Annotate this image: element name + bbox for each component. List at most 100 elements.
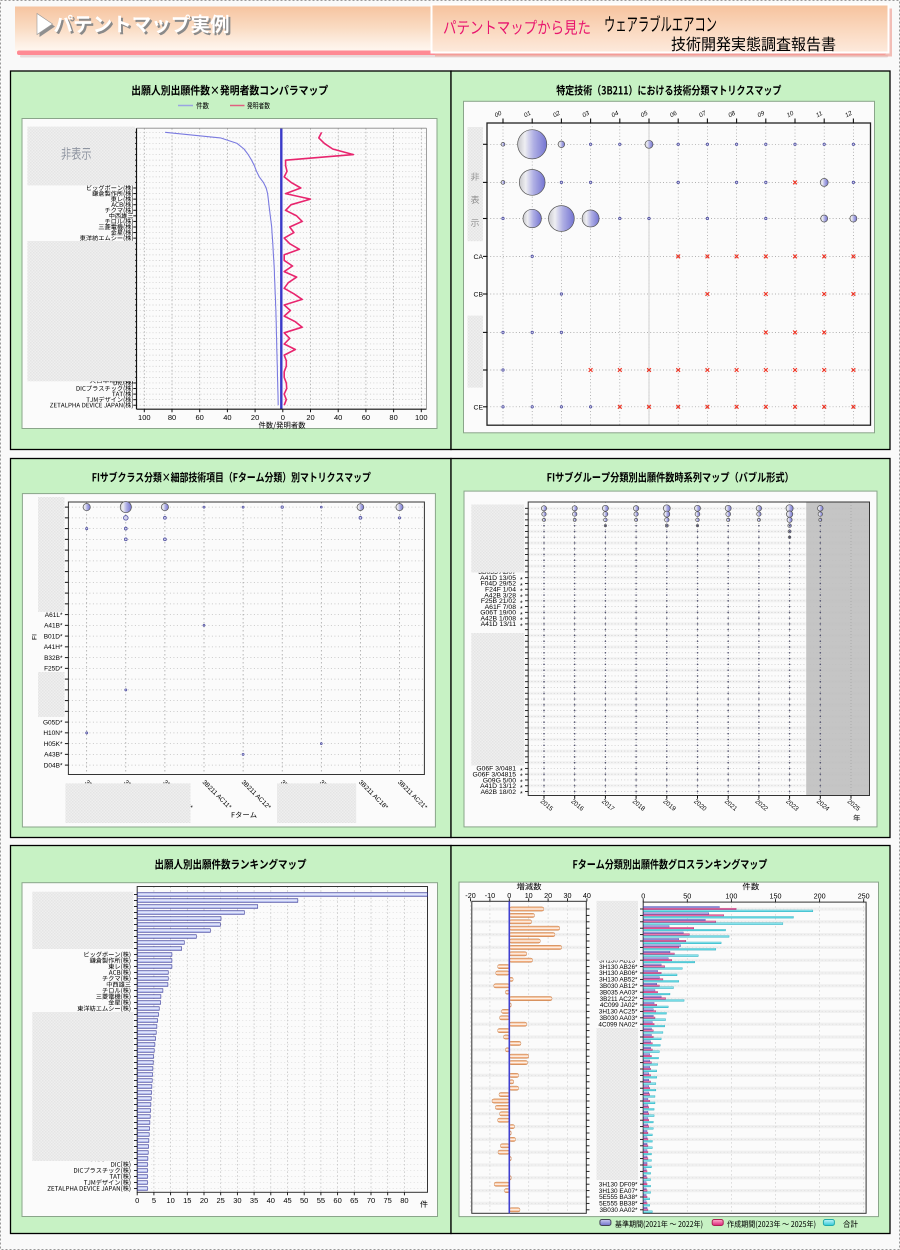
svg-text:00: 00 bbox=[494, 110, 504, 120]
svg-text:55: 55 bbox=[317, 1196, 325, 1205]
svg-text:3B211 AC22*: 3B211 AC22* bbox=[600, 996, 638, 1003]
svg-text:5E555 BA38*: 5E555 BA38* bbox=[599, 1194, 638, 1201]
svg-text:G06F 3/04815: G06F 3/04815 bbox=[473, 772, 517, 779]
svg-text:10: 10 bbox=[786, 110, 796, 120]
svg-text:*: * bbox=[520, 606, 523, 613]
svg-text:F25B 21/02: F25B 21/02 bbox=[481, 598, 516, 605]
svg-text:40: 40 bbox=[267, 1196, 275, 1205]
svg-text:G06T 19/00: G06T 19/00 bbox=[480, 610, 516, 617]
svg-text:0: 0 bbox=[135, 1196, 139, 1205]
svg-text:03: 03 bbox=[581, 110, 591, 120]
svg-text:-20: -20 bbox=[465, 891, 475, 900]
svg-text:100: 100 bbox=[138, 413, 151, 422]
svg-text:*: * bbox=[520, 774, 523, 781]
svg-text:30: 30 bbox=[233, 1196, 241, 1205]
svg-text:A41B*: A41B* bbox=[44, 623, 63, 630]
svg-text:*: * bbox=[520, 600, 523, 607]
svg-text:G05D*: G05D* bbox=[43, 719, 63, 726]
svg-text:60: 60 bbox=[333, 1196, 341, 1205]
svg-text:80: 80 bbox=[400, 1196, 408, 1205]
svg-text:0: 0 bbox=[641, 892, 645, 901]
svg-text:70: 70 bbox=[367, 1196, 375, 1205]
svg-text:B32B*: B32B* bbox=[44, 655, 63, 662]
svg-text:A41H*: A41H* bbox=[44, 644, 63, 651]
svg-text:50: 50 bbox=[300, 1196, 308, 1205]
svg-text:09: 09 bbox=[756, 110, 766, 120]
svg-text:0: 0 bbox=[507, 891, 511, 900]
svg-text:02: 02 bbox=[552, 110, 562, 120]
svg-text:3H130 DF09*: 3H130 DF09* bbox=[599, 1181, 638, 1188]
svg-text:200: 200 bbox=[814, 892, 826, 901]
svg-text:3B030 AA02*: 3B030 AA02* bbox=[599, 1207, 638, 1214]
svg-text:A41D 13/12: A41D 13/12 bbox=[480, 783, 516, 790]
svg-text:-10: -10 bbox=[485, 891, 495, 900]
svg-text:3B030 AB12*: 3B030 AB12* bbox=[599, 983, 638, 990]
svg-text:4C099 JA02*: 4C099 JA02* bbox=[600, 1002, 638, 1009]
svg-text:*: * bbox=[520, 623, 523, 630]
svg-text:G06F 3/0481: G06F 3/0481 bbox=[476, 766, 516, 773]
svg-text:FI: FI bbox=[32, 634, 39, 640]
svg-text:150: 150 bbox=[770, 892, 782, 901]
svg-text:01: 01 bbox=[523, 110, 532, 119]
svg-text:*: * bbox=[520, 583, 523, 590]
svg-text:60: 60 bbox=[196, 413, 204, 422]
svg-text:06: 06 bbox=[669, 110, 679, 120]
svg-text:10: 10 bbox=[525, 891, 533, 900]
svg-text:A42B 3/28: A42B 3/28 bbox=[484, 592, 516, 599]
svg-text:D04B*: D04B* bbox=[44, 762, 63, 769]
svg-text:35: 35 bbox=[250, 1196, 258, 1205]
svg-text:*: * bbox=[520, 612, 523, 619]
svg-text:80: 80 bbox=[389, 413, 397, 422]
svg-text:A62B 18/02: A62B 18/02 bbox=[480, 789, 516, 796]
svg-text:4C099 NA02*: 4C099 NA02* bbox=[598, 1021, 638, 1028]
svg-text:20: 20 bbox=[200, 1196, 208, 1205]
svg-text:80: 80 bbox=[168, 413, 176, 422]
svg-text:0: 0 bbox=[281, 413, 285, 422]
svg-text:08: 08 bbox=[727, 110, 737, 120]
svg-text:40: 40 bbox=[583, 891, 591, 900]
svg-text:100: 100 bbox=[725, 892, 737, 901]
svg-text:*: * bbox=[520, 589, 523, 596]
svg-text:04: 04 bbox=[610, 110, 620, 120]
svg-text:*: * bbox=[520, 768, 523, 775]
svg-text:A61L*: A61L* bbox=[45, 612, 63, 619]
svg-text:3H130 AB06*: 3H130 AB06* bbox=[599, 970, 638, 977]
svg-text:30: 30 bbox=[564, 891, 572, 900]
svg-text:H10N*: H10N* bbox=[43, 730, 63, 737]
svg-text:40: 40 bbox=[223, 413, 231, 422]
svg-text:*: * bbox=[520, 618, 523, 625]
svg-text:*: * bbox=[520, 595, 523, 602]
svg-text:A41D 13/05: A41D 13/05 bbox=[480, 575, 516, 582]
svg-text:H05K*: H05K* bbox=[44, 741, 63, 748]
svg-text:3B030 AA03*: 3B030 AA03* bbox=[599, 1015, 638, 1022]
svg-text:75: 75 bbox=[384, 1196, 392, 1205]
svg-text:20: 20 bbox=[544, 891, 552, 900]
svg-text:F24F 1/04: F24F 1/04 bbox=[485, 587, 516, 594]
svg-text:20: 20 bbox=[251, 413, 259, 422]
svg-text:100: 100 bbox=[415, 413, 428, 422]
svg-text:3B035 AA03*: 3B035 AA03* bbox=[599, 989, 638, 996]
svg-text:B01D*: B01D* bbox=[44, 633, 63, 640]
svg-text:25: 25 bbox=[217, 1196, 225, 1205]
svg-text:12: 12 bbox=[844, 110, 854, 120]
svg-text:20: 20 bbox=[306, 413, 314, 422]
svg-text:05: 05 bbox=[640, 110, 650, 120]
svg-text:CB: CB bbox=[474, 292, 484, 299]
svg-text:A41D 13/11: A41D 13/11 bbox=[481, 621, 517, 628]
svg-text:F25D*: F25D* bbox=[44, 666, 63, 673]
svg-text:CE: CE bbox=[474, 404, 484, 411]
svg-text:3H130 AB26*: 3H130 AB26* bbox=[599, 964, 638, 971]
svg-text:45: 45 bbox=[283, 1196, 291, 1205]
svg-text:50: 50 bbox=[683, 892, 691, 901]
svg-text:*: * bbox=[520, 780, 523, 787]
svg-text:*: * bbox=[520, 791, 523, 798]
svg-text:*: * bbox=[520, 577, 523, 584]
svg-text:F04D 29/52: F04D 29/52 bbox=[480, 581, 516, 588]
svg-text:07: 07 bbox=[698, 110, 708, 120]
svg-text:3H130 AB13*: 3H130 AB13* bbox=[599, 957, 638, 964]
svg-text:40: 40 bbox=[334, 413, 342, 422]
svg-text:A42B 1/008: A42B 1/008 bbox=[480, 615, 516, 622]
svg-text:G09G 5/00: G09G 5/00 bbox=[483, 777, 516, 784]
svg-text:A43B*: A43B* bbox=[44, 752, 63, 759]
svg-text:3H130 AB52*: 3H130 AB52* bbox=[599, 977, 638, 984]
